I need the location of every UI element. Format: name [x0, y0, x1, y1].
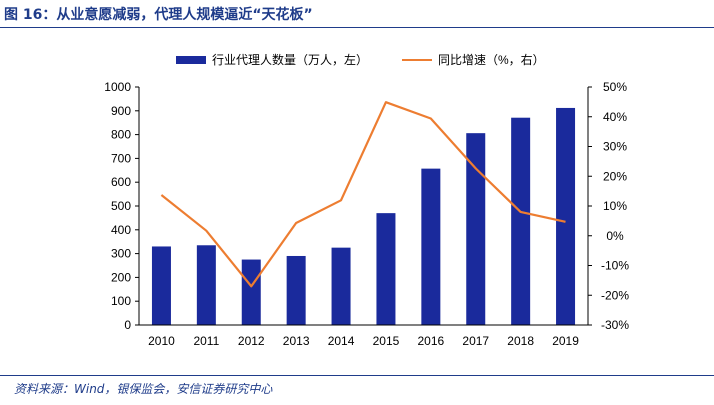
bar-2018 [511, 117, 531, 326]
right-tick-label: -20% [601, 288, 629, 302]
bar-2012 [241, 259, 261, 325]
left-tick-label: 500 [111, 199, 131, 213]
x-tick-label: 2014 [328, 334, 355, 348]
bar-2011 [196, 245, 216, 325]
legend-bar-swatch [176, 56, 206, 64]
right-tick-label: 0% [606, 229, 624, 243]
left-tick-label: 300 [111, 247, 131, 261]
chart-legend: 行业代理人数量（万人，左） 同比增速（%，右） [176, 52, 545, 67]
bar-2014 [331, 247, 351, 325]
figure-title: 图 16：从业意愿减弱，代理人规模逼近“天花板” [4, 7, 313, 23]
left-tick-label: 600 [111, 175, 131, 189]
footer-rule [0, 375, 714, 376]
x-tick-label: 2019 [552, 334, 579, 348]
right-tick-label: 20% [603, 169, 627, 183]
x-tick-label: 2018 [507, 334, 534, 348]
left-tick-label: 200 [111, 270, 131, 284]
left-tick-label: 700 [111, 151, 131, 165]
x-axis-ticks: 2010 2011 2012 2013 2014 2015 2016 2017 2018 2019 [148, 334, 579, 348]
combo-chart: 行业代理人数量（万人，左） 同比增速（%，右） 0 100 200 300 400 500… [104, 52, 629, 348]
right-tick-label: 50% [603, 80, 627, 94]
legend-bar-label: 行业代理人数量（万人，左） [212, 52, 368, 67]
right-tick-label: -10% [601, 259, 629, 273]
source-note: 资料来源：Wind，银保监会，安信证券研究中心 [14, 382, 273, 396]
left-tick-label: 0 [124, 318, 131, 332]
left-axis-ticks: 0 100 200 300 400 500 600 700 800 900 1000 [104, 80, 139, 332]
legend-line-label: 同比增速（%，右） [438, 52, 545, 67]
growth-rate-line [160, 101, 566, 288]
bar-series [151, 107, 576, 326]
line-series [160, 101, 566, 288]
x-tick-label: 2013 [283, 334, 310, 348]
right-tick-label: -30% [601, 318, 629, 332]
x-tick-label: 2010 [148, 334, 175, 348]
x-tick-label: 2017 [462, 334, 489, 348]
x-tick-label: 2016 [417, 334, 444, 348]
bar-2019 [556, 107, 576, 325]
x-tick-label: 2015 [373, 334, 400, 348]
left-tick-label: 1000 [104, 80, 131, 94]
bar-2017 [466, 133, 486, 325]
left-tick-label: 400 [111, 223, 131, 237]
bar-2010 [151, 246, 171, 325]
bar-2015 [376, 213, 396, 325]
bar-2016 [421, 168, 441, 325]
x-tick-label: 2011 [193, 334, 219, 348]
right-tick-label: 40% [603, 110, 627, 124]
left-tick-label: 900 [111, 104, 131, 118]
x-tick-label: 2012 [238, 334, 265, 348]
bar-2013 [286, 255, 306, 325]
left-tick-label: 800 [111, 128, 131, 142]
right-tick-label: 30% [603, 140, 627, 154]
right-axis-ticks: -30% -20% -10% 0% 10% 20% 30% 40% 50% [588, 80, 629, 332]
title-underline [0, 27, 714, 28]
right-tick-label: 10% [603, 199, 627, 213]
left-tick-label: 100 [111, 294, 131, 308]
